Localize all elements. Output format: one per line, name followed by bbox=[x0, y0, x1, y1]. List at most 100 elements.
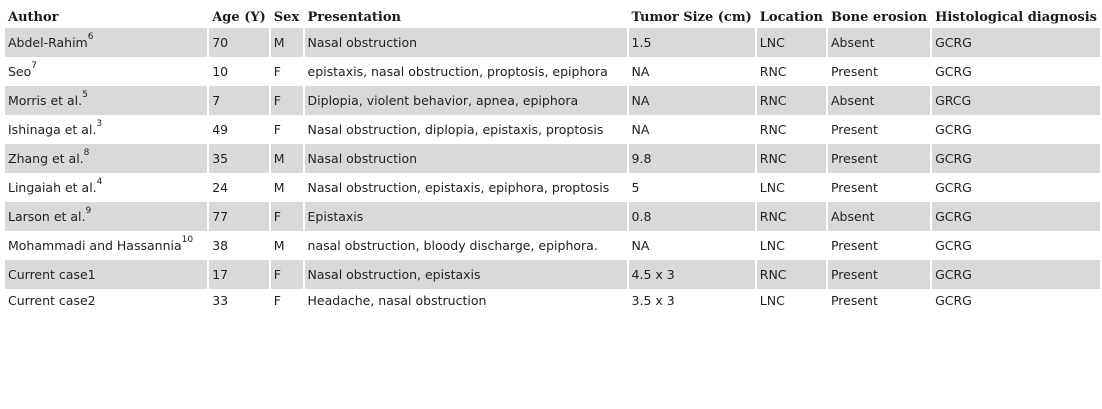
cell-presentation: Epistaxis bbox=[304, 202, 627, 231]
cell-bone-erosion: Present bbox=[830, 238, 878, 253]
cell-age: 10 bbox=[212, 64, 229, 79]
cell-bone-erosion: Present bbox=[827, 144, 931, 173]
cell-tumor-size: 4.5 x 3 bbox=[628, 260, 755, 289]
cell-author: Abdel-Rahim6 bbox=[5, 28, 208, 57]
cell-tumor-size: NA bbox=[631, 238, 650, 253]
cell-presentation: nasal obstruction, bloody discharge, epi… bbox=[307, 238, 598, 253]
cell-location: LNC bbox=[759, 238, 785, 253]
cell-sex: F bbox=[273, 293, 281, 308]
cell-age: 33 bbox=[212, 293, 229, 308]
cell-tumor-size: 0.8 bbox=[628, 202, 755, 231]
header-sex: Sex bbox=[273, 9, 300, 25]
cell-age: 49 bbox=[212, 122, 229, 137]
header-age: Age (Y) bbox=[212, 9, 266, 25]
cell-sex: F bbox=[273, 122, 281, 137]
cell-histology: GCRG bbox=[935, 64, 972, 79]
header-histological-diagnosis: Histological diagnosis bbox=[935, 9, 1097, 25]
cell-location: LNC bbox=[756, 28, 826, 57]
cell-presentation: Nasal obstruction, epistaxis bbox=[304, 260, 627, 289]
header-tumor-size: Tumor Size (cm) bbox=[631, 9, 752, 25]
cell-author: Current case1 bbox=[5, 260, 208, 289]
cell-presentation: epistaxis, nasal obstruction, proptosis,… bbox=[307, 64, 608, 79]
cell-tumor-size: 9.8 bbox=[628, 144, 755, 173]
table-body: Abdel-Rahim6 70 M Nasal obstruction 1.5 LNC Ab… bbox=[5, 28, 1100, 312]
cell-age: 77 bbox=[209, 202, 269, 231]
table-row: Larson et al.9 77 F Epistaxis 0.8 RNC Absent GC… bbox=[5, 202, 1100, 231]
cell-location: RNC bbox=[759, 64, 787, 79]
table-header-row: Author Age (Y) Sex Presentation Tumor Si… bbox=[5, 6, 1100, 28]
cell-sex: F bbox=[270, 260, 303, 289]
cell-presentation: Diplopia, violent behavior, apnea, epiph… bbox=[304, 86, 627, 115]
author-name: Zhang et al. bbox=[8, 151, 84, 166]
cell-bone-erosion: Absent bbox=[827, 86, 931, 115]
cell-presentation: Nasal obstruction, epistaxis, epiphora, … bbox=[307, 180, 610, 195]
reference-number: 3 bbox=[96, 119, 103, 129]
cell-tumor-size: NA bbox=[631, 64, 650, 79]
cell-presentation: Nasal obstruction bbox=[304, 144, 627, 173]
reference-number: 9 bbox=[85, 206, 92, 216]
cell-bone-erosion: Present bbox=[827, 260, 931, 289]
author-name: Mohammadi and Hassannia bbox=[8, 238, 182, 253]
author-name: Abdel-Rahim bbox=[8, 35, 88, 50]
table-row: Morris et al.5 7 F Diplopia, violent behavi… bbox=[5, 86, 1100, 115]
cell-location: RNC bbox=[756, 144, 826, 173]
table-row: Zhang et al.8 35 M Nasal obstruction 9.8 RNC P… bbox=[5, 144, 1100, 173]
cell-author: Ishinaga et al.3 bbox=[5, 115, 207, 144]
table-row: Ishinaga et al.3 49 F Nasal obstruction, di… bbox=[5, 115, 1100, 144]
reference-number: 6 bbox=[87, 32, 94, 42]
author-name: Current case1 bbox=[8, 267, 96, 282]
author-name: Morris et al. bbox=[8, 93, 83, 108]
cell-age: 17 bbox=[209, 260, 269, 289]
table-row: Current case2 33 F Headache, nasal obstruct… bbox=[5, 289, 1100, 312]
cell-bone-erosion: Present bbox=[830, 122, 878, 137]
cell-author: Current case2 bbox=[5, 289, 207, 312]
cell-author: Lingaiah et al.4 bbox=[5, 173, 207, 202]
reference-number: 7 bbox=[31, 61, 38, 71]
cell-histology: GCRG bbox=[935, 180, 972, 195]
cell-author: Seo7 bbox=[5, 57, 207, 86]
cell-sex: M bbox=[270, 144, 303, 173]
cell-presentation: Nasal obstruction bbox=[304, 28, 627, 57]
author-name: Ishinaga et al. bbox=[8, 122, 97, 137]
cell-histology: GCRG bbox=[932, 144, 1100, 173]
cell-location: RNC bbox=[756, 202, 826, 231]
cell-histology: GCRG bbox=[935, 293, 972, 308]
cell-sex: F bbox=[270, 86, 303, 115]
cell-age: 70 bbox=[209, 28, 269, 57]
reference-number: 4 bbox=[96, 177, 103, 187]
table-row: Current case1 17 F Nasal obstruction, epist… bbox=[5, 260, 1100, 289]
cell-tumor-size: NA bbox=[631, 122, 650, 137]
cell-sex: F bbox=[270, 202, 303, 231]
cell-location: RNC bbox=[756, 260, 826, 289]
cell-histology: GCRG bbox=[932, 260, 1100, 289]
cell-age: 24 bbox=[212, 180, 229, 195]
cell-histology: GCRG bbox=[935, 122, 972, 137]
cell-author: Mohammadi and Hassannia10 bbox=[5, 231, 207, 260]
cell-histology: GRCG bbox=[932, 86, 1100, 115]
cell-tumor-size: 1.5 bbox=[628, 28, 755, 57]
case-comparison-table: Author Age (Y) Sex Presentation Tumor Si… bbox=[3, 6, 1102, 312]
cell-bone-erosion: Absent bbox=[827, 202, 931, 231]
cell-presentation: Nasal obstruction, diplopia, epistaxis, … bbox=[307, 122, 604, 137]
cell-author: Zhang et al.8 bbox=[5, 144, 208, 173]
cell-tumor-size: 5 bbox=[631, 180, 640, 195]
cell-histology: GCRG bbox=[932, 202, 1100, 231]
cell-author: Morris et al.5 bbox=[5, 86, 208, 115]
header-location: Location bbox=[759, 9, 823, 25]
cell-tumor-size: NA bbox=[628, 86, 755, 115]
cell-age: 35 bbox=[209, 144, 269, 173]
author-name: Larson et al. bbox=[8, 209, 86, 224]
author-name: Current case2 bbox=[8, 293, 96, 308]
cell-sex: F bbox=[273, 64, 281, 79]
cell-bone-erosion: Present bbox=[830, 293, 878, 308]
cell-age: 38 bbox=[212, 238, 229, 253]
cell-tumor-size: 3.5 x 3 bbox=[631, 293, 675, 308]
header-bone-erosion: Bone erosion bbox=[830, 9, 928, 25]
cell-sex: M bbox=[273, 180, 285, 195]
table-row: Abdel-Rahim6 70 M Nasal obstruction 1.5 LNC Ab… bbox=[5, 28, 1100, 57]
cell-author: Larson et al.9 bbox=[5, 202, 208, 231]
cell-presentation: Headache, nasal obstruction bbox=[307, 293, 487, 308]
cell-bone-erosion: Present bbox=[830, 180, 878, 195]
cell-bone-erosion: Present bbox=[830, 64, 878, 79]
